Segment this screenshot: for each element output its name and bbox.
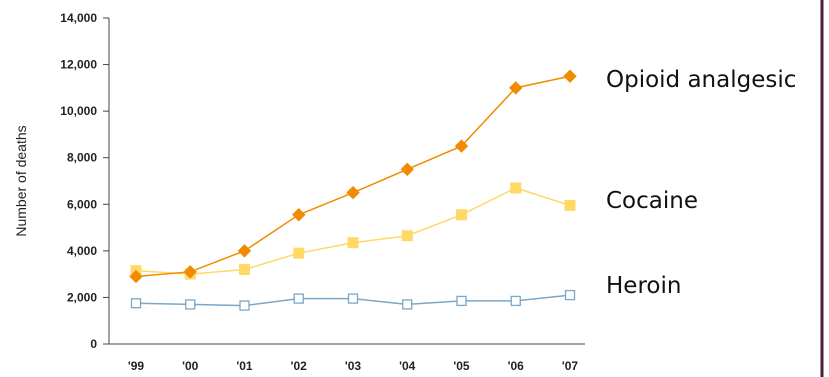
y-tick-label: 4,000 [67,244,97,258]
opioid-analgesic-point [346,185,360,200]
opioid-analgesic-point [292,208,306,222]
y-tick-label: 6,000 [67,197,97,211]
x-tick-label: '04 [399,359,416,373]
heroin-point [130,298,142,309]
x-tick-label: '02 [291,359,308,373]
y-axis-title: Number of deaths [13,125,29,236]
x-tick-label: '01 [236,359,253,373]
heroin-point [239,300,250,311]
cocaine-point [347,237,359,249]
opioid-analgesic-point [129,269,143,284]
series-label-heroin: Heroin [606,273,681,299]
x-tick-label: '00 [182,359,199,373]
y-tick-label: 10,000 [60,104,97,118]
opioid-analgesic-point [454,139,469,153]
cocaine-point [564,199,576,211]
y-tick-label: 12,000 [60,58,97,72]
series-label-cocaine: Cocaine [606,188,698,214]
x-tick-label: '05 [453,359,470,373]
opioid-analgesic-point [400,162,414,177]
heroin-point [564,289,576,301]
opioid-analgesic-point [563,69,577,83]
heroin-point [402,299,413,310]
heroin-point [185,299,196,310]
y-tick-label: 8,000 [67,151,97,165]
y-tick-label: 14,000 [60,11,97,25]
cocaine-point [293,247,305,259]
heroin-point [293,293,304,304]
x-tick-label: '07 [562,359,579,373]
y-tick-label: 0 [90,337,97,351]
x-tick-label: '99 [128,359,145,373]
series-line-cocaine [135,187,571,275]
series-markers [129,69,577,311]
opioid-analgesic-point [509,81,523,95]
opioid-analgesic-point [237,244,252,258]
y-tick-label: 2,000 [67,290,97,304]
x-ticks: '99 '00 '01 '02 '03 '04 '05 '06 '07 [128,359,579,373]
cocaine-point [510,182,522,194]
heroin-point [456,295,467,307]
y-ticks: 0 2,000 4,000 6,000 8,000 10,000 12,000 14,000 [60,11,109,351]
series-label-opioid-analgesic: Opioid analgesic [606,67,796,93]
heroin-point [347,293,359,304]
x-tick-label: '03 [345,359,362,373]
x-tick-label: '06 [508,359,525,373]
heroin-point [510,295,521,307]
cocaine-point [401,230,413,242]
cocaine-point [456,209,467,221]
cocaine-point [239,263,250,275]
opioid-analgesic-point [183,265,197,279]
